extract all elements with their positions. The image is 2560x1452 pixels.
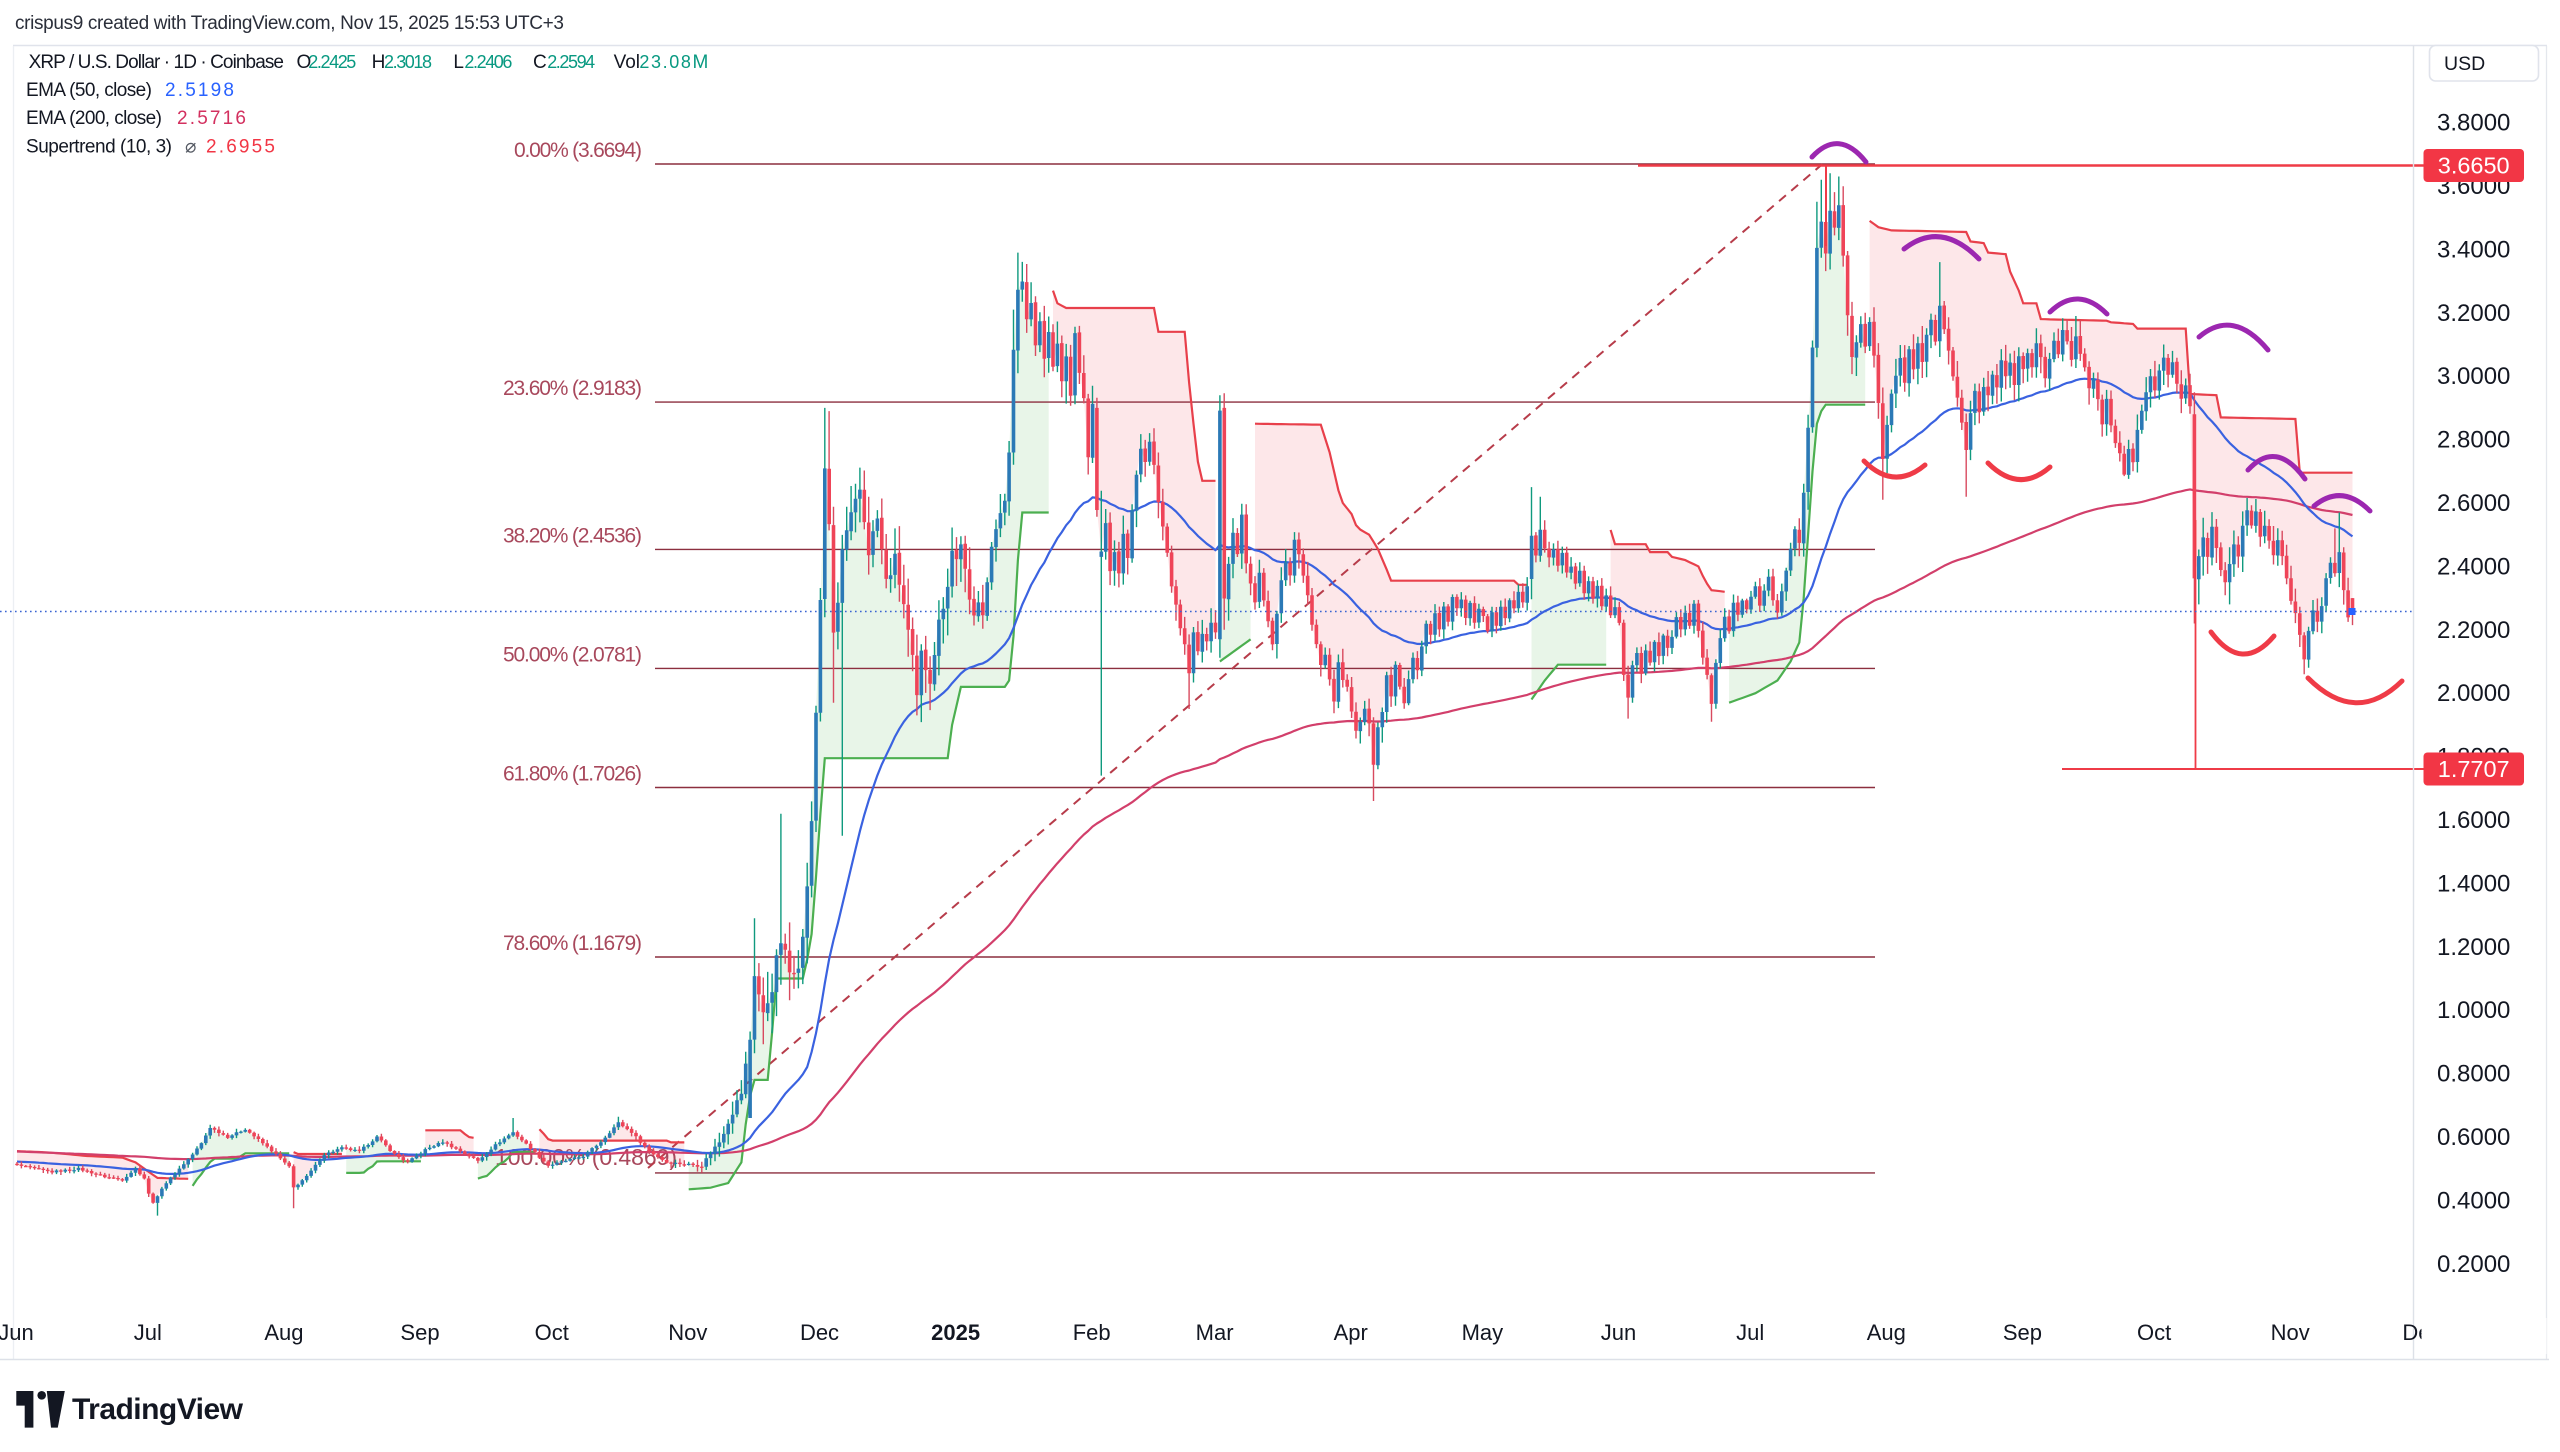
svg-text:Feb: Feb bbox=[1073, 1320, 1111, 1345]
svg-text:3.4000: 3.4000 bbox=[2437, 236, 2510, 263]
svg-text:0.2000: 0.2000 bbox=[2437, 1251, 2510, 1278]
svg-text:2.0000: 2.0000 bbox=[2437, 680, 2510, 707]
svg-text:EMA (200, close)2.5716: EMA (200, close) 2.5716 bbox=[26, 108, 246, 129]
svg-text:Apr: Apr bbox=[1334, 1320, 1368, 1345]
svg-text:Nov: Nov bbox=[668, 1320, 707, 1345]
svg-text:61.80% (1.7026): 61.80% (1.7026) bbox=[503, 763, 642, 786]
svg-text:50.00% (2.0781): 50.00% (2.0781) bbox=[503, 643, 642, 666]
svg-text:0.6000: 0.6000 bbox=[2437, 1124, 2510, 1151]
svg-text:0.4000: 0.4000 bbox=[2437, 1187, 2510, 1214]
svg-text:1.7707: 1.7707 bbox=[2438, 756, 2510, 782]
svg-text:TradingView: TradingView bbox=[72, 1393, 244, 1426]
svg-text:Jul: Jul bbox=[134, 1320, 162, 1345]
svg-text:1.0000: 1.0000 bbox=[2437, 997, 2510, 1024]
svg-text:2.8000: 2.8000 bbox=[2437, 427, 2510, 454]
svg-text:2025: 2025 bbox=[931, 1320, 980, 1345]
svg-text:Dec: Dec bbox=[800, 1320, 839, 1345]
svg-text:3.2000: 3.2000 bbox=[2437, 300, 2510, 327]
svg-text:Jun: Jun bbox=[0, 1320, 34, 1345]
svg-text:Sep: Sep bbox=[400, 1320, 439, 1345]
svg-text:Sep: Sep bbox=[2003, 1320, 2042, 1345]
svg-text:Supertrend (10, 3)⌀2.6955: Supertrend (10, 3) ⌀ 2.6955 bbox=[26, 137, 275, 158]
svg-text:1.2000: 1.2000 bbox=[2437, 934, 2510, 961]
svg-text:38.20% (2.4536): 38.20% (2.4536) bbox=[503, 524, 642, 547]
svg-text:crispus9 created with TradingV: crispus9 created with TradingView.com, N… bbox=[15, 13, 564, 34]
svg-text:2.6000: 2.6000 bbox=[2437, 490, 2510, 517]
svg-text:Jun: Jun bbox=[1601, 1320, 1636, 1345]
svg-text:Mar: Mar bbox=[1196, 1320, 1234, 1345]
svg-text:0.8000: 0.8000 bbox=[2437, 1061, 2510, 1088]
svg-text:Nov: Nov bbox=[2271, 1320, 2310, 1345]
svg-text:1.4000: 1.4000 bbox=[2437, 870, 2510, 897]
svg-text:0.00% (3.6694): 0.00% (3.6694) bbox=[514, 139, 642, 162]
svg-text:Jul: Jul bbox=[1736, 1320, 1764, 1345]
svg-text:2.2000: 2.2000 bbox=[2437, 617, 2510, 644]
svg-text:Oct: Oct bbox=[2137, 1320, 2171, 1345]
svg-text:23.60% (2.9183): 23.60% (2.9183) bbox=[503, 377, 642, 400]
svg-text:2.4000: 2.4000 bbox=[2437, 553, 2510, 580]
svg-text:XRP / U.S. Dollar · 1D · Coinb: XRP / U.S. Dollar · 1D · Coinbase O2.2425… bbox=[29, 52, 709, 73]
svg-text:3.6650: 3.6650 bbox=[2438, 153, 2510, 179]
svg-text:3.8000: 3.8000 bbox=[2437, 110, 2510, 137]
svg-text:Aug: Aug bbox=[264, 1320, 303, 1345]
svg-text:78.60% (1.1679): 78.60% (1.1679) bbox=[503, 932, 642, 955]
svg-text:USD: USD bbox=[2444, 53, 2485, 75]
svg-text:Aug: Aug bbox=[1867, 1320, 1906, 1345]
svg-text:3.0000: 3.0000 bbox=[2437, 363, 2510, 390]
svg-text:1.6000: 1.6000 bbox=[2437, 807, 2510, 834]
svg-text:EMA (50, close)2.5198: EMA (50, close) 2.5198 bbox=[26, 80, 234, 101]
svg-text:May: May bbox=[1462, 1320, 1504, 1345]
svg-text:Oct: Oct bbox=[535, 1320, 569, 1345]
